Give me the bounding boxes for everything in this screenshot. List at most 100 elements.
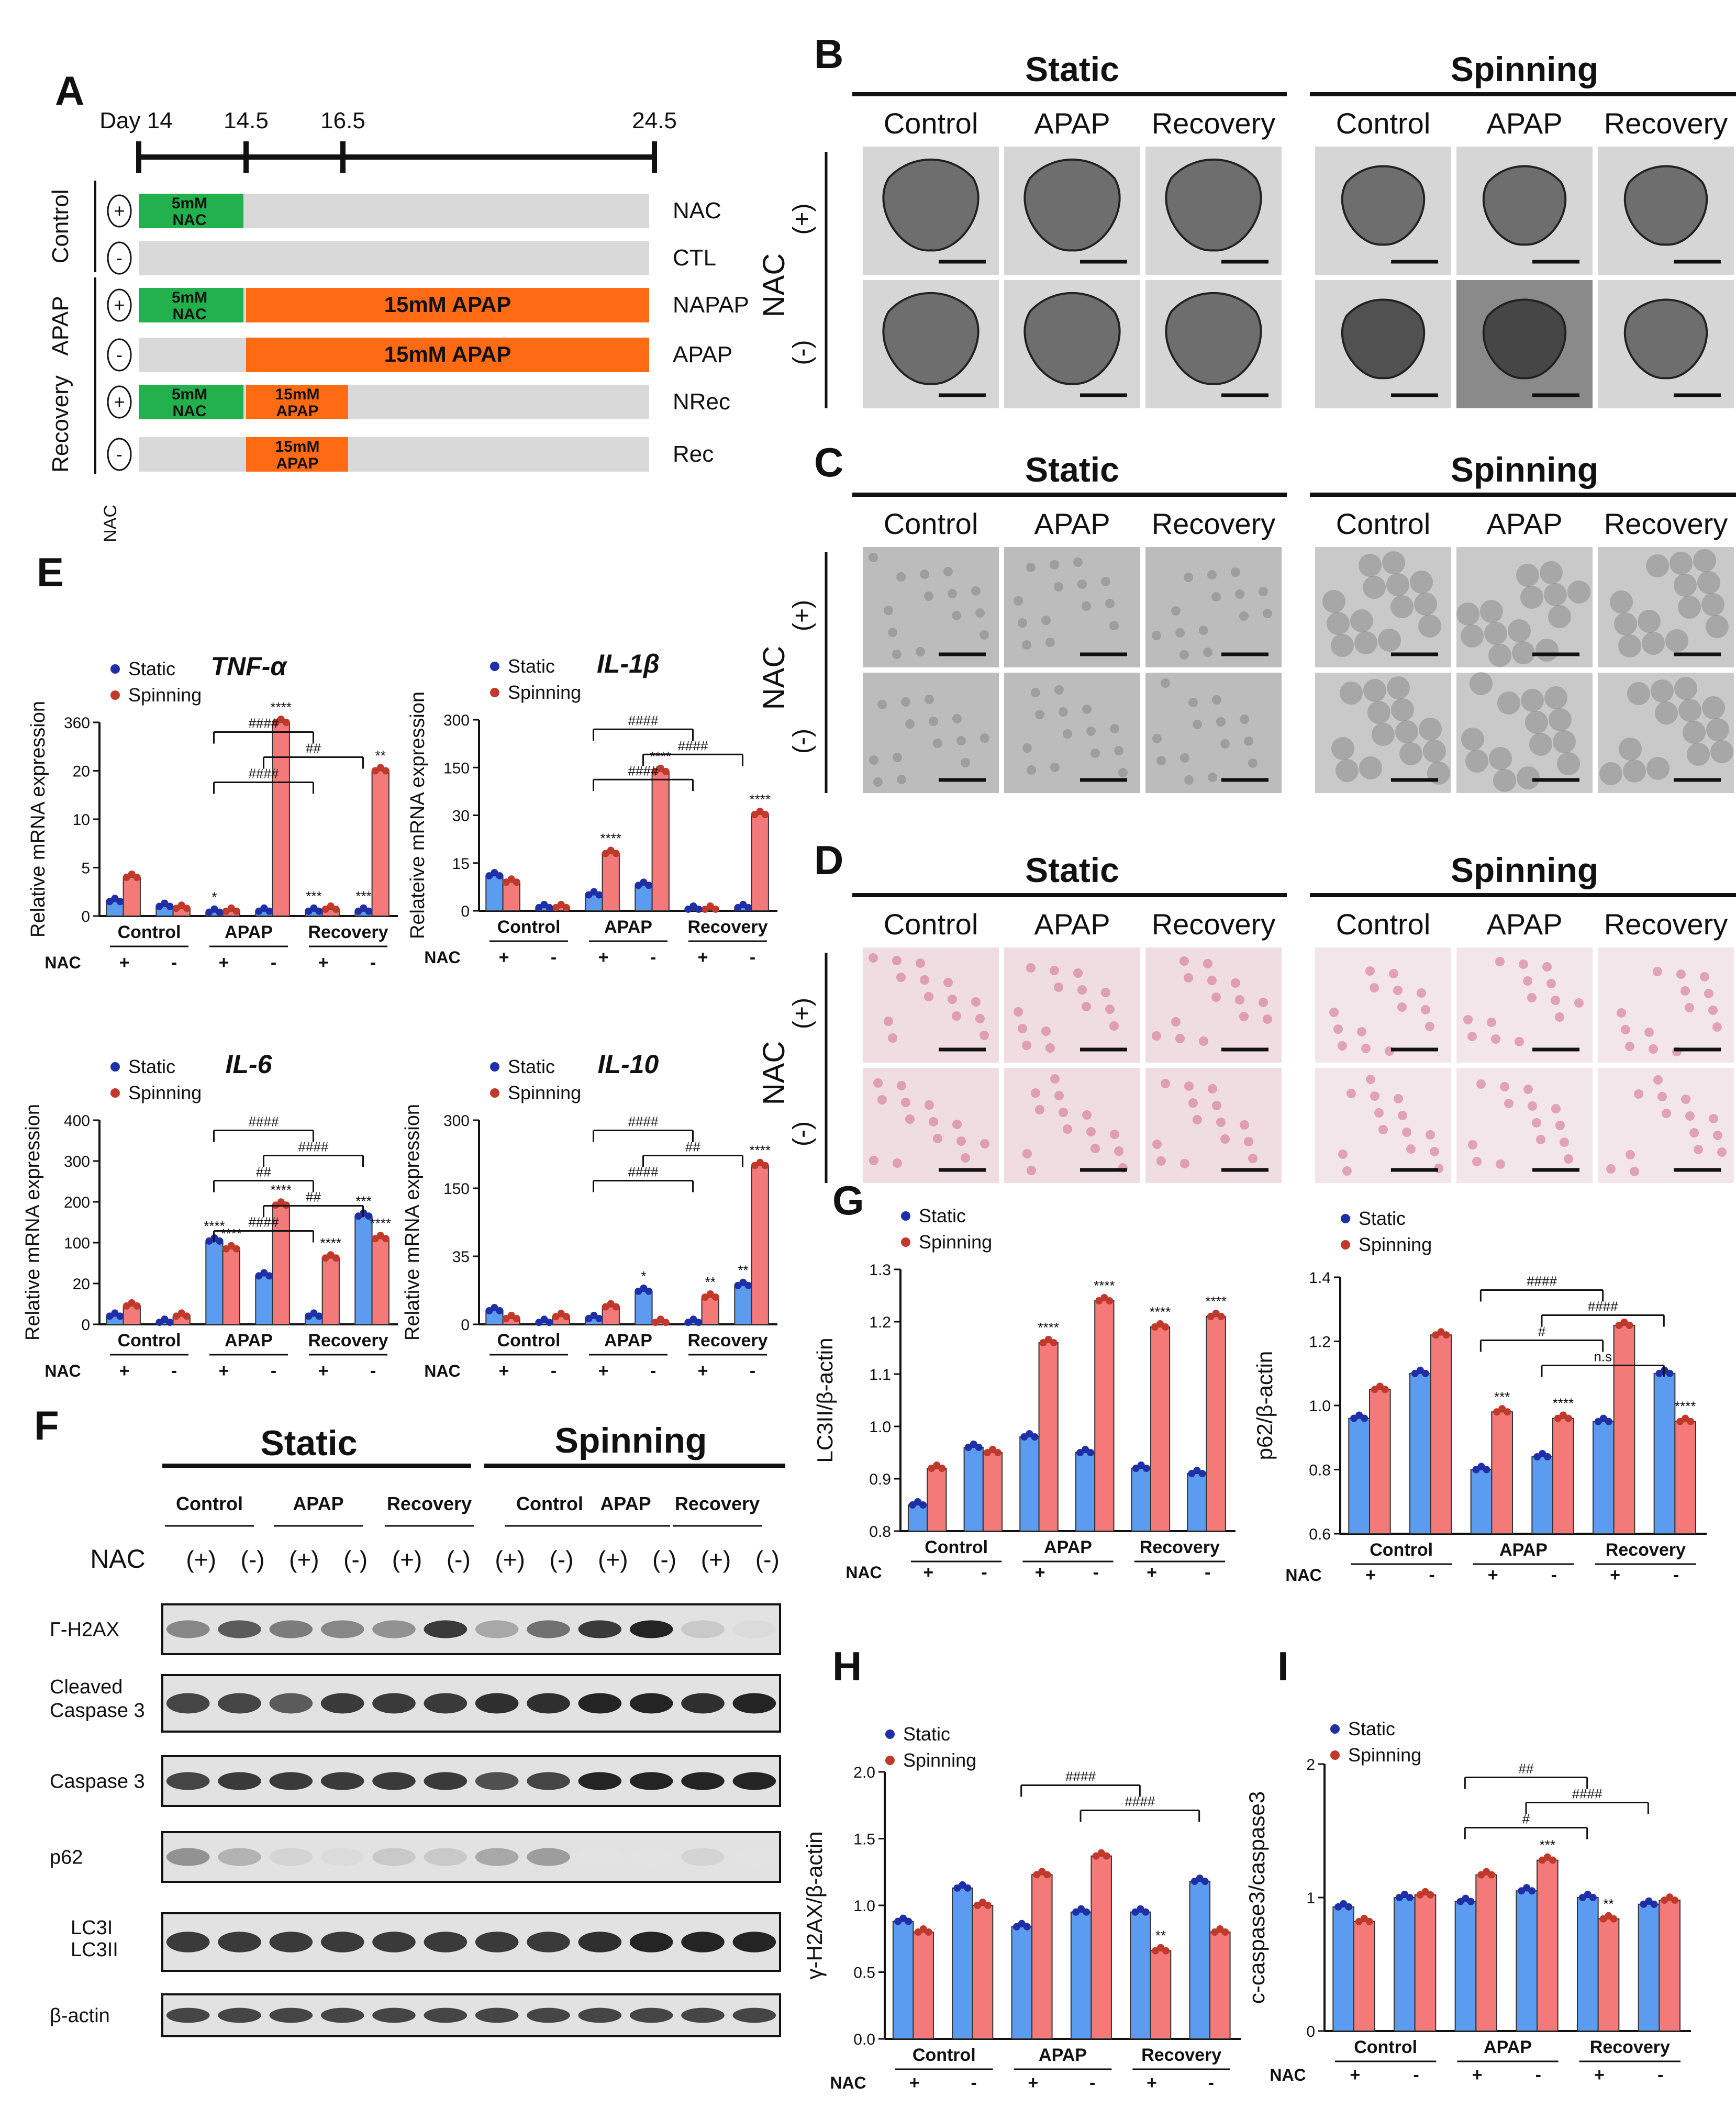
organoid-shape <box>1342 166 1425 245</box>
lane-sign: (+) <box>701 1546 731 1573</box>
blot-band <box>578 1848 622 1866</box>
data-point-static <box>1142 1908 1150 1916</box>
nac-sign: - <box>1208 2073 1214 2093</box>
significance-spinning: **** <box>1150 1304 1171 1320</box>
blot-band <box>320 1620 364 1638</box>
cell-cluster <box>933 1134 942 1143</box>
nac-sign: + <box>598 1361 609 1381</box>
cell-cluster <box>1063 1124 1072 1134</box>
data-point-static <box>496 1307 504 1314</box>
cell-cluster <box>1713 1131 1722 1140</box>
data-point-static <box>1023 1923 1031 1931</box>
organoid-shape <box>1166 293 1261 384</box>
nac-bar <box>139 385 243 419</box>
cell-cluster <box>1638 610 1661 633</box>
bar-static <box>1593 1421 1615 1534</box>
condition-header: Spinning <box>1451 450 1598 489</box>
data-point-static <box>265 1272 273 1280</box>
organoid-outline <box>1165 159 1262 252</box>
comparison-label: #### <box>249 1114 279 1130</box>
column-header: Recovery <box>1604 107 1728 140</box>
y-tick-label: 0.8 <box>1309 1462 1331 1479</box>
organoid-outline <box>1023 292 1121 385</box>
cell-cluster <box>1086 1127 1096 1136</box>
chart-title: IL-6 <box>226 1050 273 1079</box>
panel-c-images: Static Spinning Control APAP Recovery Control… <box>757 450 1736 793</box>
cell-cluster <box>1515 1037 1524 1046</box>
legend-spinning-marker <box>1330 1750 1340 1760</box>
panel-b-images: Static Spinning Control APAP Recovery Control… <box>757 50 1736 408</box>
cell-cluster <box>1619 738 1642 761</box>
blot-band <box>269 2007 313 2023</box>
cell-cluster <box>1322 590 1345 613</box>
cell-cluster <box>1220 739 1230 749</box>
organoid-outline <box>882 292 980 385</box>
cell-cluster <box>1386 573 1409 596</box>
blot-band <box>320 1772 364 1790</box>
nac-sign: - <box>370 953 376 973</box>
bar-static <box>963 1447 984 1532</box>
row-sign: - <box>116 247 123 269</box>
cell-cluster <box>1090 749 1100 758</box>
cell-cluster <box>1546 979 1556 988</box>
cell-cluster <box>1179 956 1189 966</box>
data-point-spinning <box>612 1303 620 1311</box>
lane-sign: (-) <box>550 1546 574 1573</box>
cell-cluster <box>1346 1089 1356 1098</box>
data-point-static <box>315 1312 323 1320</box>
y-tick-label: 2.0 <box>853 1764 875 1781</box>
bar-static <box>635 885 653 912</box>
data-point-spinning <box>183 1312 191 1320</box>
blot-band <box>269 1772 313 1790</box>
comparison-label: #### <box>249 716 279 731</box>
column-header: Control <box>1336 107 1431 140</box>
cell-cluster <box>1535 639 1559 662</box>
micrograph-tile <box>863 673 999 793</box>
bar-spinning <box>651 771 670 911</box>
chart-E1: TNF-α Relative mRNA expression 0 5 10 20 360 + -… <box>27 652 398 973</box>
micrograph-tile <box>1315 547 1451 667</box>
data-point-spinning <box>1626 1321 1633 1329</box>
data-point-static <box>1031 1433 1039 1441</box>
y-tick-label: 1 <box>1306 1890 1315 1907</box>
significance-spinning: ** <box>1603 1896 1613 1912</box>
y-axis-label: γ-H2AX/β-actin <box>802 1831 827 1979</box>
comparison-label: #### <box>249 1214 279 1230</box>
legend-static: Static <box>1348 1718 1395 1739</box>
nac-sign: + <box>499 947 509 967</box>
band-label: β-actin <box>50 2005 110 2027</box>
legend-static: Static <box>508 1056 555 1077</box>
cell-cluster <box>948 589 957 598</box>
blot-band <box>372 1932 416 1952</box>
cell-cluster <box>1665 629 1688 652</box>
y-tick-label: 300 <box>443 1112 470 1130</box>
cell-cluster <box>1491 1034 1500 1044</box>
blot-band <box>372 1772 416 1790</box>
blot-band <box>732 1848 776 1866</box>
cell-cluster <box>1614 612 1637 635</box>
bar-spinning <box>1353 1921 1375 2032</box>
data-point-static <box>315 907 323 915</box>
cell-cluster <box>1231 978 1240 988</box>
nac-sign: - <box>171 953 177 973</box>
cell-cluster <box>1555 1121 1565 1130</box>
cell-cluster <box>1423 740 1446 763</box>
cell-cluster <box>1472 1157 1482 1166</box>
bar-spinning <box>1414 1894 1437 2032</box>
cell-cluster <box>1414 593 1437 616</box>
sign-circle <box>107 241 132 275</box>
cell-cluster <box>888 1033 897 1043</box>
row-code: CTL <box>673 245 716 271</box>
nac-sign: + <box>1610 1565 1620 1585</box>
cell-cluster <box>1621 1025 1630 1034</box>
cell-cluster <box>1026 963 1036 973</box>
cell-cluster <box>1497 691 1520 715</box>
cell-cluster <box>1674 574 1697 597</box>
cell-cluster <box>1651 679 1674 702</box>
cell-cluster <box>925 1100 934 1110</box>
nac-sign: + <box>1028 2073 1038 2093</box>
column-header: Recovery <box>1152 507 1276 540</box>
group-label: Control <box>1370 1540 1433 1560</box>
apap-bar-label: 15mM APAP <box>384 342 511 366</box>
blot-band <box>629 1620 673 1638</box>
